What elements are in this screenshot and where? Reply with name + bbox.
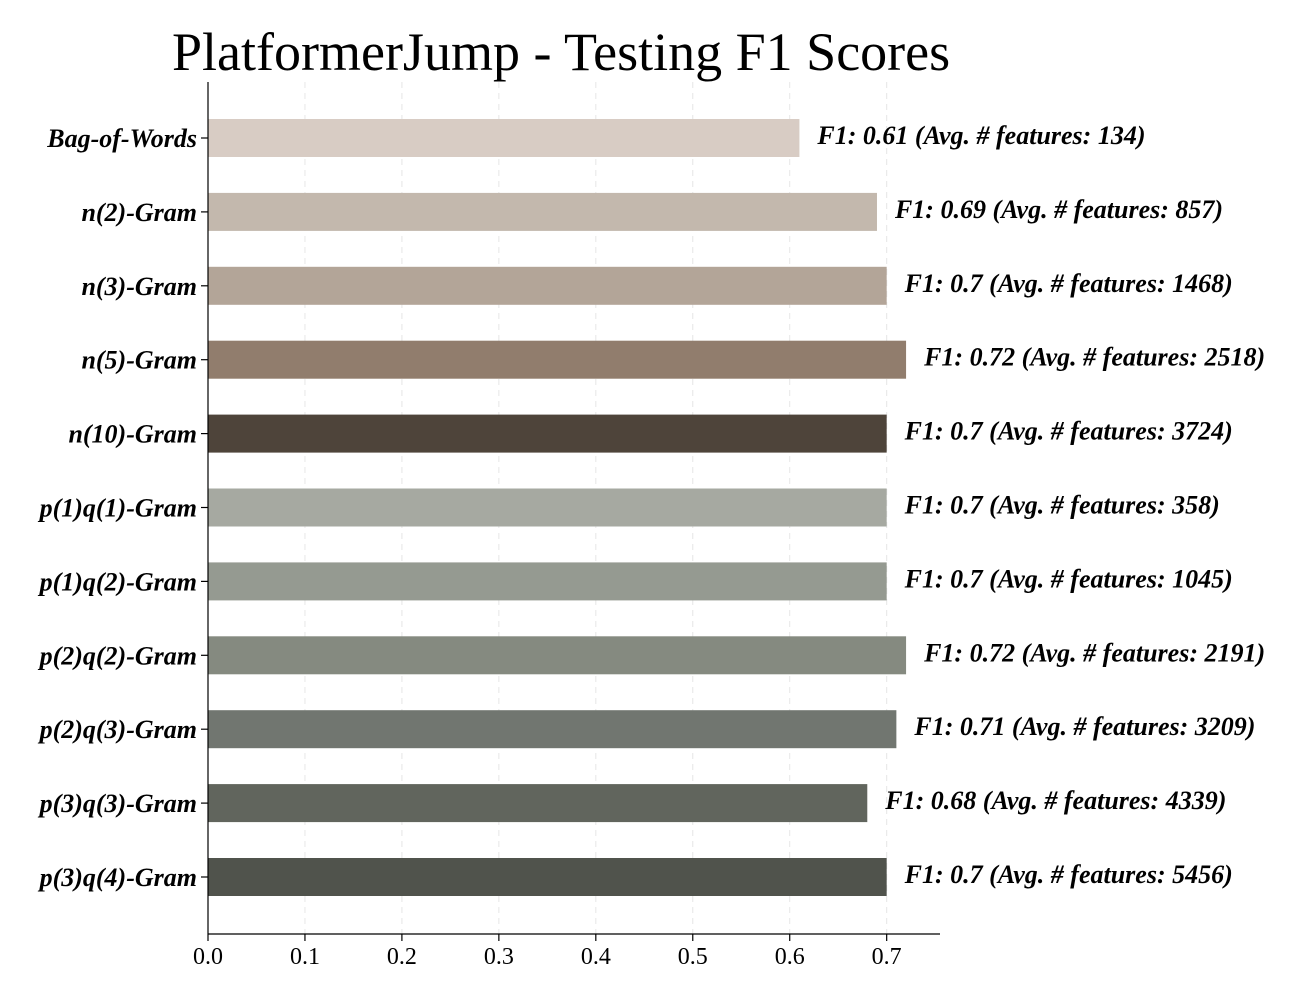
bars: [208, 119, 907, 896]
category-label: p(1)q(1)-Gram: [38, 494, 197, 523]
bar: [208, 266, 887, 305]
bar: [208, 784, 868, 823]
data-label: F1: 0.7 (Avg. # features: 1045): [904, 564, 1233, 593]
x-tick-label: 0.5: [678, 944, 708, 970]
bar: [208, 340, 907, 379]
bar: [208, 119, 800, 157]
data-label: F1: 0.7 (Avg. # features: 3724): [904, 417, 1233, 446]
category-label: n(5)-Gram: [81, 346, 197, 375]
x-tick-label: 0.7: [872, 944, 902, 970]
category-label: p(3)q(3)-Gram: [38, 789, 197, 818]
category-label: p(2)q(3)-Gram: [38, 715, 197, 744]
category-label: n(2)-Gram: [81, 198, 197, 227]
data-label: F1: 0.71 (Avg. # features: 3209): [913, 712, 1255, 741]
x-tick-label: 0.6: [775, 944, 805, 970]
data-label: F1: 0.68 (Avg. # features: 4339): [884, 786, 1226, 815]
data-label: F1: 0.69 (Avg. # features: 857): [894, 195, 1223, 224]
x-tick-label: 0.0: [193, 944, 223, 970]
bar: [208, 562, 887, 601]
category-label: p(3)q(4)-Gram: [38, 863, 197, 892]
bar: [208, 488, 887, 527]
data-label: F1: 0.7 (Avg. # features: 5456): [904, 860, 1233, 889]
bar: [208, 858, 887, 896]
data-label: F1: 0.7 (Avg. # features: 358): [904, 491, 1220, 520]
x-tick-label: 0.3: [484, 944, 514, 970]
x-tick-label: 0.1: [290, 944, 320, 970]
category-label: p(2)q(2)-Gram: [38, 641, 197, 670]
category-label: p(1)q(2)-Gram: [38, 567, 197, 596]
data-label: F1: 0.61 (Avg. # features: 134): [816, 121, 1145, 150]
data-label: F1: 0.72 (Avg. # features: 2518): [923, 343, 1265, 372]
category-label: n(10)-Gram: [68, 420, 197, 449]
category-labels: Bag-of-Words n(2)-Gram n(3)-Gram n(5)-Gram n…: [38, 124, 197, 892]
bar: [208, 414, 887, 453]
bar: [208, 192, 877, 231]
bar: [208, 710, 897, 749]
chart-title: PlatformerJump - Testing F1 Scores: [172, 22, 950, 82]
bar: [208, 636, 907, 675]
category-label: n(3)-Gram: [81, 272, 197, 301]
x-tick-label: 0.2: [387, 944, 417, 970]
data-label: F1: 0.7 (Avg. # features: 1468): [904, 269, 1233, 298]
category-label: Bag-of-Words: [46, 124, 197, 153]
data-labels: F1: 0.61 (Avg. # features: 134) F1: 0.69 …: [816, 121, 1265, 889]
axes: 0.0 0.1 0.2 0.3 0.4 0.5 0.6 0.7: [193, 82, 940, 970]
x-tick-label: 0.4: [581, 944, 611, 970]
data-label: F1: 0.72 (Avg. # features: 2191): [923, 638, 1265, 667]
